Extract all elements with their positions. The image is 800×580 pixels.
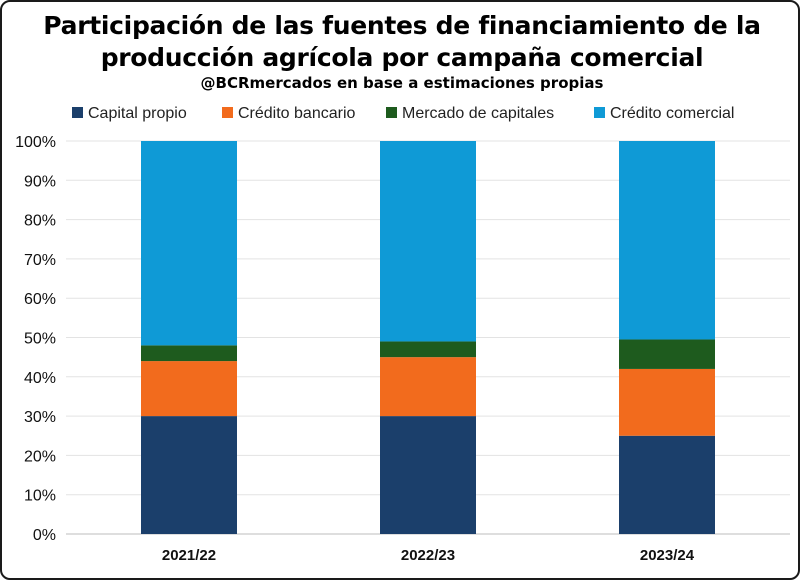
chart-subtitle: @BCRmercados en base a estimaciones prop…: [200, 74, 604, 92]
y-tick-label: 50%: [24, 331, 56, 348]
bar-segment: [141, 361, 237, 417]
bar-segment: [380, 141, 476, 342]
legend: Capital propio Crédito bancario Mercado de…: [72, 105, 734, 122]
y-tick-label: 90%: [24, 173, 56, 190]
y-tick-label: 10%: [24, 488, 56, 505]
bar-segment: [380, 357, 476, 417]
y-tick-label: 40%: [24, 370, 56, 387]
y-tick-label: 100%: [15, 134, 56, 151]
x-category-label: 2022/23: [401, 547, 455, 564]
bar-segment: [380, 416, 476, 534]
bar-segment: [141, 416, 237, 534]
bar-segment: [619, 435, 715, 534]
bar-segment: [619, 368, 715, 436]
legend-swatch: [72, 107, 83, 118]
bar-segment: [141, 345, 237, 362]
bar-segment: [380, 341, 476, 358]
legend-swatch: [386, 107, 397, 118]
y-tick-label: 20%: [24, 448, 56, 465]
bar-segment: [141, 141, 237, 346]
y-axis-ticks: 0% 10% 20% 30% 40% 50% 60% 70% 80% 90% 100%: [15, 134, 56, 544]
chart-title-line-2: producción agrícola por campaña comercia…: [100, 43, 704, 72]
bar-segment: [619, 339, 715, 369]
y-tick-label: 0%: [33, 527, 56, 544]
bar-segment: [619, 141, 715, 340]
legend-label: Crédito comercial: [610, 105, 734, 122]
legend-swatch: [594, 107, 605, 118]
chart-title: Participación de las fuentes de financia…: [2, 10, 798, 74]
y-tick-label: 70%: [24, 252, 56, 269]
bars: [141, 141, 715, 534]
y-tick-label: 30%: [24, 409, 56, 426]
x-category-label: 2021/22: [162, 547, 216, 564]
legend-swatch: [222, 107, 233, 118]
y-tick-label: 60%: [24, 291, 56, 308]
y-tick-label: 80%: [24, 213, 56, 230]
legend-label: Crédito bancario: [238, 105, 356, 122]
x-axis-categories: 2021/22 2022/23 2023/24: [162, 547, 695, 564]
x-category-label: 2023/24: [640, 547, 695, 564]
legend-label: Capital propio: [88, 105, 187, 122]
chart-title-line-1: Participación de las fuentes de financia…: [43, 11, 761, 40]
legend-label: Mercado de capitales: [402, 105, 554, 122]
